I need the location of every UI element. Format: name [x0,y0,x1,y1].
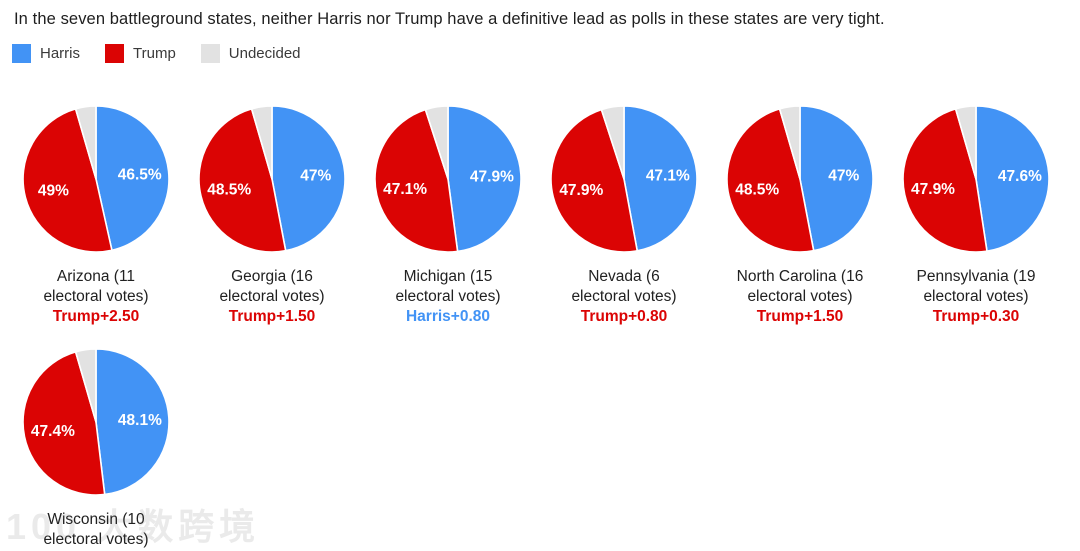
legend-label-harris: Harris [40,45,80,62]
state-label-arizona: Arizona (11 electoral votes) [43,268,149,305]
margin-label-nevada: Trump+0.80 [580,308,668,325]
legend-swatch-harris [12,44,31,63]
state-label-pennsylvania: Pennsylvania (19 electoral votes) [916,268,1036,305]
pie-value-harris: 47.1% [646,167,690,184]
pie-card-north-carolina: 47% 48.5% North Carolina (16 electoral vot… [724,103,876,326]
pie-slice-harris [975,105,1050,252]
pie-slice-trump [726,108,815,253]
pie-card-michigan: 47.9% 47.1% Michigan (15 electoral votes) H… [372,103,524,326]
pie-chart-michigan: 47.9% 47.1% [374,105,522,253]
pie-chart-wisconsin: 48.1% 47.4% [22,348,170,496]
legend-item-harris: Harris [12,44,80,63]
state-label-georgia: Georgia (16 electoral votes) [219,268,325,305]
pie-card-wisconsin: 48.1% 47.4% Wisconsin (10 electoral votes)… [20,346,172,551]
legend-item-undecided: Undecided [200,44,301,63]
margin-label-north-carolina: Trump+1.50 [756,308,844,325]
legend-swatch-undecided [200,44,220,63]
pie-grid-row-2: 48.1% 47.4% Wisconsin (10 electoral votes)… [0,346,1080,551]
pie-slice-undecided [74,348,97,423]
pie-slice-harris [95,105,170,252]
margin-label-michigan: Harris+0.80 [405,308,491,325]
state-label-north-carolina: North Carolina (16 electoral votes) [736,268,864,305]
pie-slice-trump [22,351,106,496]
pie-slice-undecided [954,105,977,180]
pie-value-trump: 48.5% [207,182,251,199]
pie-value-harris: 47% [828,167,859,184]
pie-chart-pennsylvania: 47.6% 47.9% [902,105,1050,253]
pie-grid-row-1: 46.5% 49% Arizona (11 electoral votes) Trum… [0,103,1080,326]
state-label-nevada: Nevada (6 electoral votes) [571,268,677,305]
pie-card-pennsylvania: 47.6% 47.9% Pennsylvania (19 electoral vot… [900,103,1052,326]
pie-chart-arizona: 46.5% 49% [22,105,170,253]
pie-value-harris: 46.5% [118,167,162,184]
pie-value-harris: 47% [300,167,331,184]
pie-slice-trump [22,108,113,253]
pie-slice-undecided [250,105,273,180]
pie-slice-trump [198,108,287,253]
pie-value-trump: 49% [38,182,69,199]
margin-label-arizona: Trump+2.50 [52,308,140,325]
pie-card-nevada: 47.1% 47.9% Nevada (6 electoral votes) Trum… [548,103,700,326]
pie-slice-trump [550,108,639,253]
margin-label-pennsylvania: Trump+0.30 [932,308,1020,325]
pie-slice-harris [271,105,346,252]
margin-label-georgia: Trump+1.50 [228,308,316,325]
pie-slice-undecided [778,105,801,180]
legend-swatch-trump [105,44,124,63]
pie-value-trump: 47.9% [559,182,603,199]
pie-slice-harris [95,348,170,496]
pie-slice-harris [447,105,522,253]
pie-value-trump: 47.4% [31,423,75,440]
pie-slice-undecided [600,105,625,180]
legend-item-trump: Trump [105,44,176,63]
legend-label-trump: Trump [133,45,176,62]
pie-slice-harris [623,105,698,252]
pie-value-harris: 48.1% [118,412,162,429]
pie-chart-north-carolina: 47% 48.5% [726,105,874,253]
pie-chart-georgia: 47% 48.5% [198,105,346,253]
pie-slice-harris [799,105,874,252]
legend: Harris Trump Undecided [12,44,1080,63]
chart-title: In the seven battleground states, neithe… [14,10,885,28]
state-label-wisconsin: Wisconsin (10 electoral votes) [43,511,149,548]
legend-label-undecided: Undecided [228,45,301,62]
pie-value-trump: 48.5% [735,182,779,199]
pie-value-trump: 47.1% [383,181,427,198]
pie-value-harris: 47.6% [998,168,1042,185]
pie-card-arizona: 46.5% 49% Arizona (11 electoral votes) Trum… [20,103,172,326]
pie-chart-nevada: 47.1% 47.9% [550,105,698,253]
state-label-michigan: Michigan (15 electoral votes) [395,268,501,305]
pie-value-trump: 47.9% [911,181,955,198]
pie-value-harris: 47.9% [470,169,514,186]
pie-card-georgia: 47% 48.5% Georgia (16 electoral votes) Trum… [196,103,348,326]
pie-slice-undecided [74,105,97,180]
pie-slice-undecided [424,105,449,180]
